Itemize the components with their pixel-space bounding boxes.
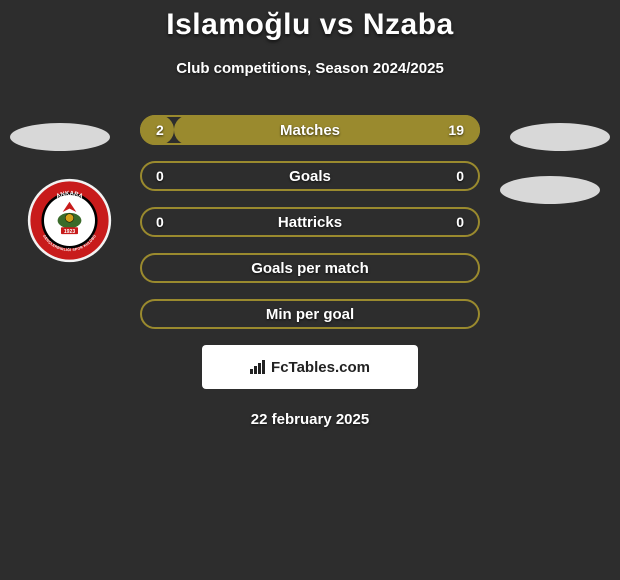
stat-label: Matches (280, 122, 340, 139)
stat-row-hattricks: 0 Hattricks 0 (140, 207, 480, 237)
subtitle: Club competitions, Season 2024/2025 (0, 60, 620, 77)
genclerbirligi-badge-icon: 1923 ANKARA GENÇLERBİRLİĞİ SPOR KULÜBÜ (27, 178, 112, 263)
bar-chart-icon (250, 360, 265, 374)
player-left-avatar-placeholder (10, 123, 110, 151)
stat-label: Goals per match (251, 260, 369, 277)
stat-value-right: 19 (448, 122, 464, 138)
stat-value-left: 0 (156, 214, 164, 230)
stat-row-goals-per-match: Goals per match (140, 253, 480, 283)
stat-value-left: 2 (156, 122, 164, 138)
club-badge-left: 1923 ANKARA GENÇLERBİRLİĞİ SPOR KULÜBÜ (27, 178, 112, 263)
stat-row-goals: 0 Goals 0 (140, 161, 480, 191)
club-badge-right-placeholder (500, 176, 600, 204)
source-badge[interactable]: FcTables.com (202, 345, 418, 389)
stat-row-matches: 2 Matches 19 (140, 115, 480, 145)
footer-date: 22 february 2025 (0, 411, 620, 428)
stat-row-min-per-goal: Min per goal (140, 299, 480, 329)
comparison-card: Islamoğlu vs Nzaba Club competitions, Se… (0, 0, 620, 428)
stat-label: Goals (289, 168, 331, 185)
stat-label: Min per goal (266, 306, 354, 323)
stat-label: Hattricks (278, 214, 342, 231)
source-brand-text: FcTables.com (271, 359, 370, 376)
stat-value-right: 0 (456, 214, 464, 230)
stat-value-left: 0 (156, 168, 164, 184)
stat-value-right: 0 (456, 168, 464, 184)
player-right-avatar-placeholder (510, 123, 610, 151)
badge-year: 1923 (64, 229, 75, 235)
page-title: Islamoğlu vs Nzaba (0, 8, 620, 42)
stat-bars: 2 Matches 19 0 Goals 0 0 Hattricks 0 Goa… (140, 115, 480, 329)
